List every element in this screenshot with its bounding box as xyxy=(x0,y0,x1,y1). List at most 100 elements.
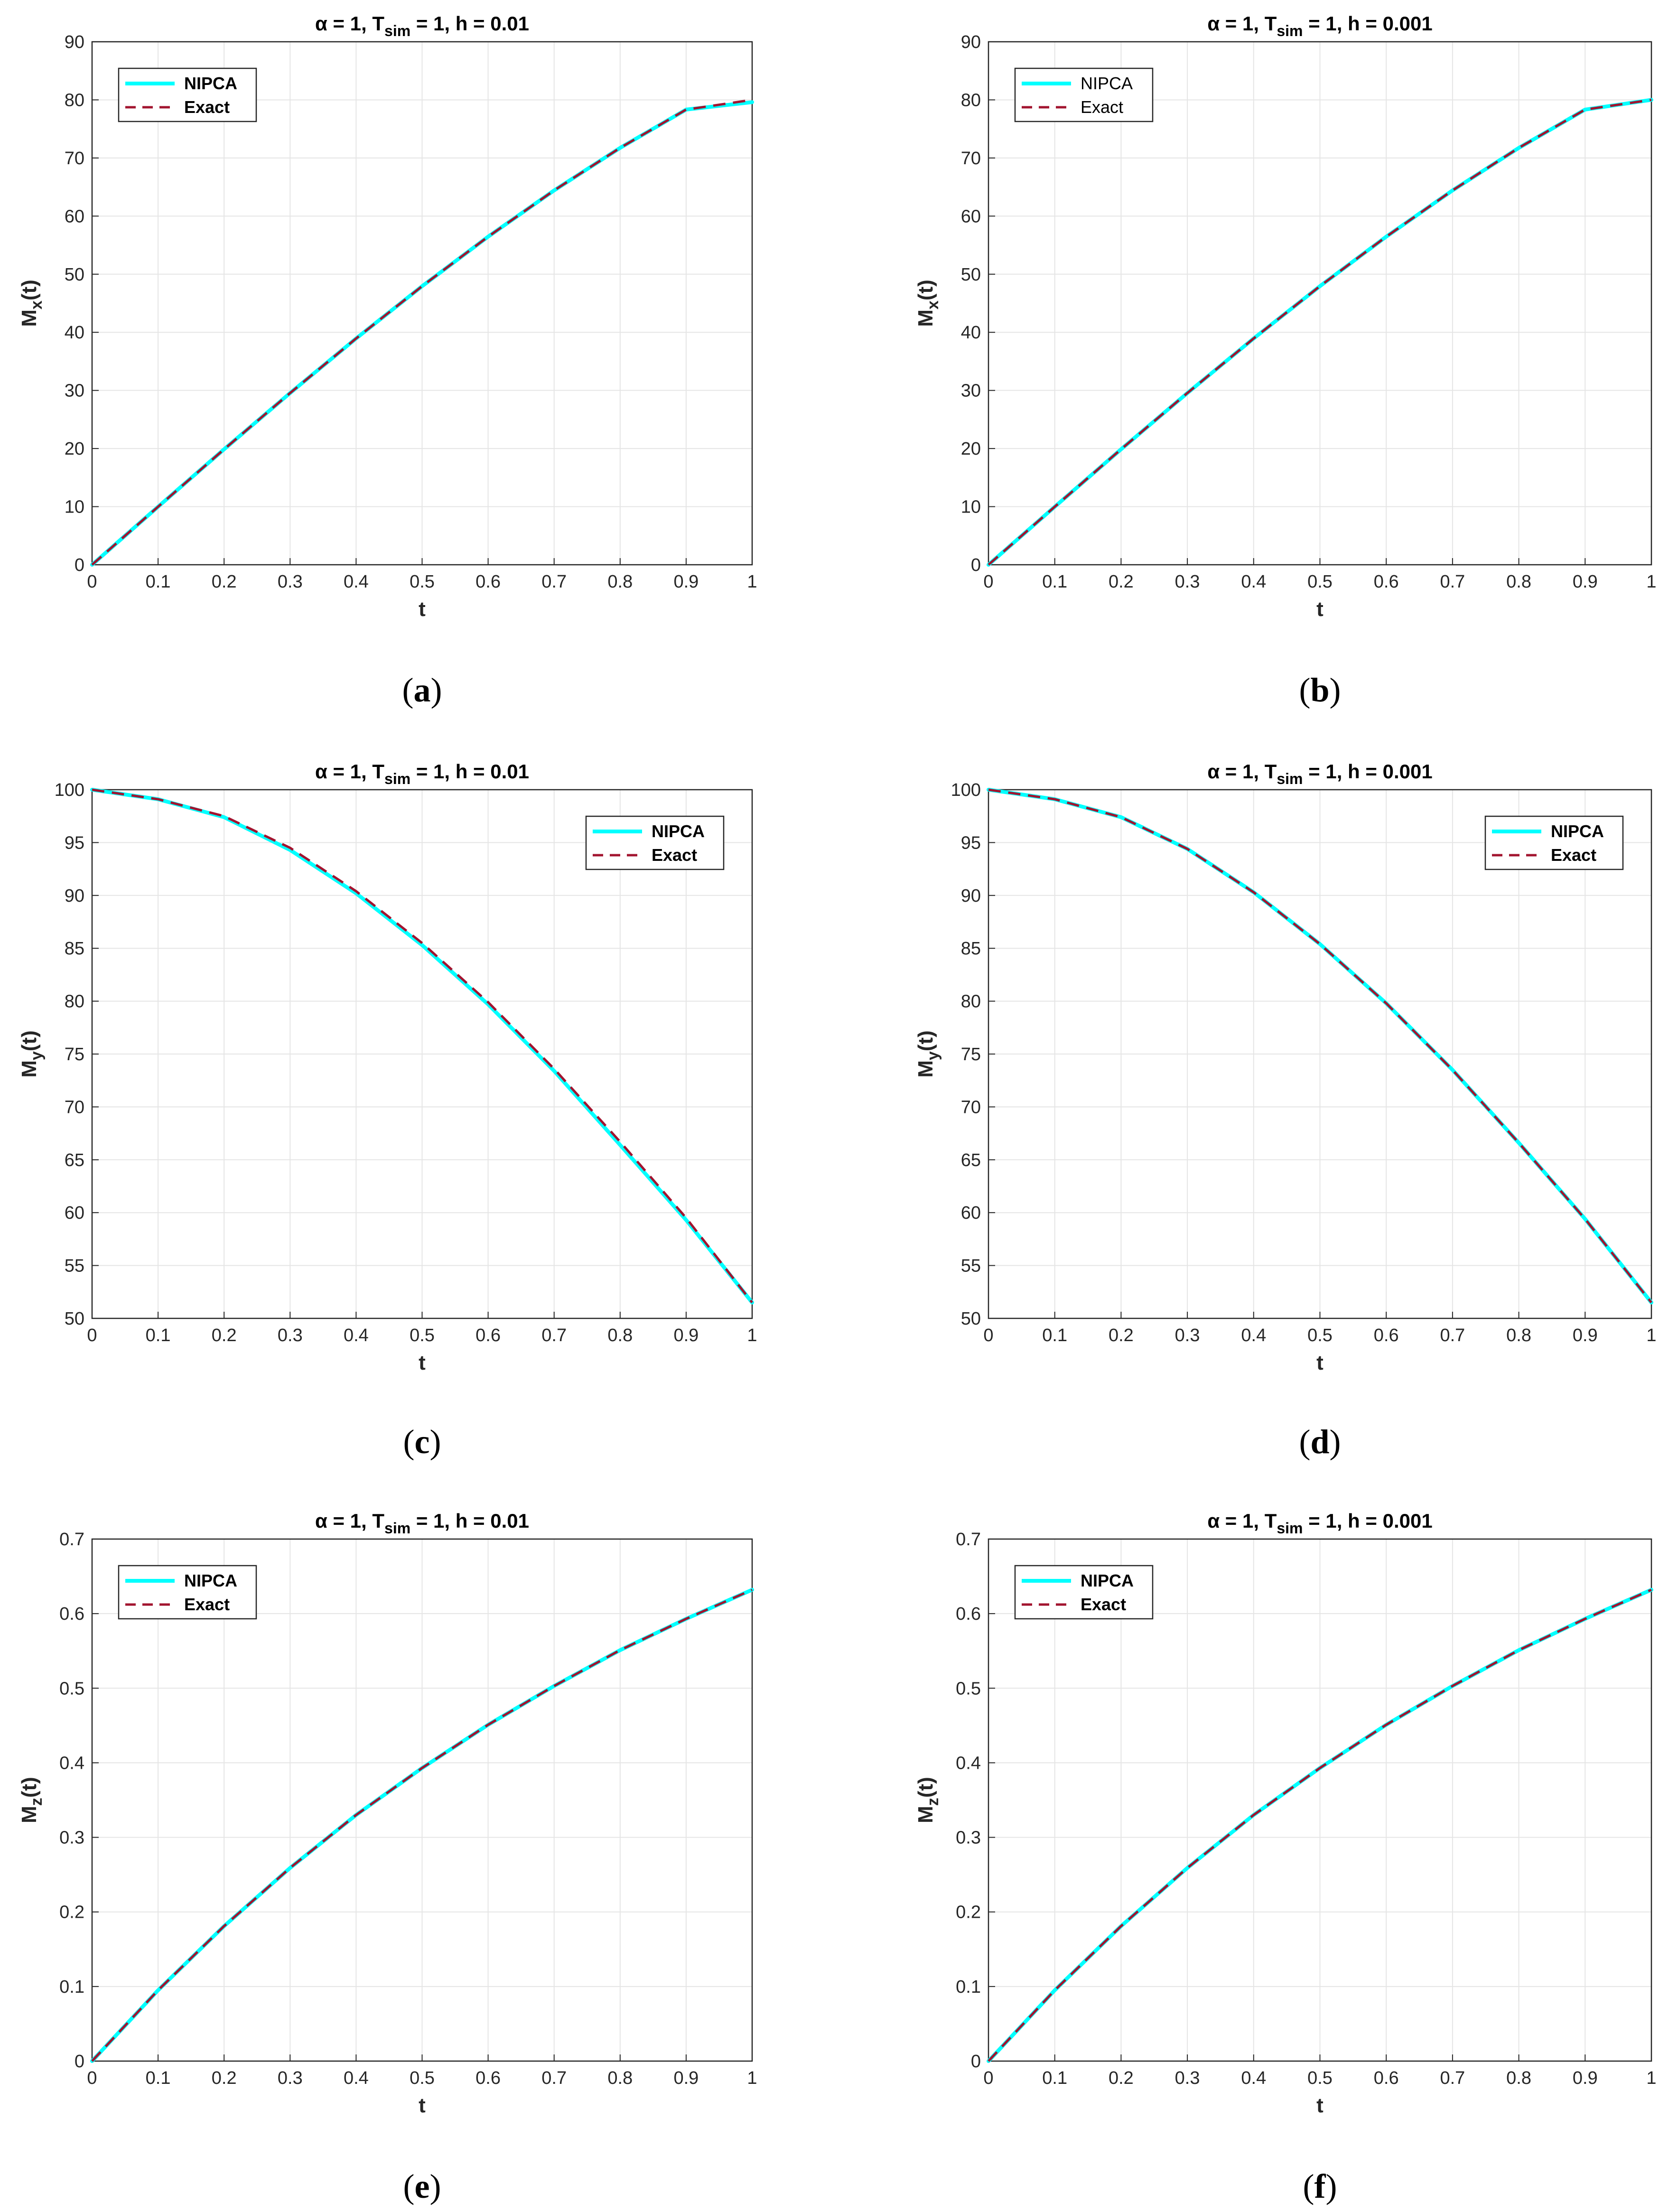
x-tick-label: 0 xyxy=(87,1325,97,1345)
legend-box xyxy=(118,67,257,122)
x-tick-label: 1 xyxy=(747,572,757,592)
x-tick-label: 0.4 xyxy=(1241,2068,1266,2088)
x-tick-label: 0.6 xyxy=(475,572,501,592)
x-tick-label: 0.5 xyxy=(410,572,435,592)
x-tick-label: 0.8 xyxy=(1506,1325,1531,1345)
y-tick-label: 75 xyxy=(961,1045,981,1064)
x-axis-label: t xyxy=(1316,2094,1323,2117)
x-tick-label: 0.4 xyxy=(1241,572,1266,592)
x-tick-label: 0.1 xyxy=(146,1325,171,1345)
legend: NIPCA Exact xyxy=(1014,1565,1154,1620)
x-tick-label: 1 xyxy=(1646,572,1656,592)
y-tick-label: 80 xyxy=(961,90,981,110)
y-tick-label: 0 xyxy=(971,555,981,575)
y-tick-label: 0.4 xyxy=(59,1753,84,1773)
y-tick-label: 0.2 xyxy=(956,1903,981,1923)
y-tick-label: 0.5 xyxy=(956,1679,981,1699)
y-tick-label: 0.6 xyxy=(956,1604,981,1624)
y-tick-label: 50 xyxy=(961,265,981,285)
series-line-exact xyxy=(91,1588,753,2062)
y-tick-label: 0.6 xyxy=(59,1604,84,1624)
x-tick-label: 0.5 xyxy=(1307,1325,1333,1345)
x-tick-label: 0.7 xyxy=(1440,1325,1465,1345)
y-axis-label: Mz(t) xyxy=(914,1777,942,1823)
x-tick-label: 0.3 xyxy=(278,572,303,592)
y-tick-label: 60 xyxy=(961,1203,981,1223)
y-tick-label: 0.3 xyxy=(59,1828,84,1848)
x-axis-label: t xyxy=(419,1351,426,1374)
x-tick-label: 0.1 xyxy=(1042,1325,1067,1345)
x-axis-label: t xyxy=(1316,597,1323,621)
chart-title: α = 1, Tsim = 1, h = 0.001 xyxy=(1207,12,1432,39)
x-tick-label: 0.2 xyxy=(1109,572,1134,592)
legend-entry-exact: Exact xyxy=(184,97,230,117)
y-tick-label: 85 xyxy=(961,939,981,959)
y-tick-label: 55 xyxy=(65,1256,84,1276)
x-tick-label: 0.7 xyxy=(541,572,567,592)
y-tick-label: 10 xyxy=(65,497,84,517)
x-tick-label: 0.1 xyxy=(146,2068,171,2088)
chart-title: α = 1, Tsim = 1, h = 0.01 xyxy=(315,760,529,787)
x-tick-label: 0.6 xyxy=(475,2068,501,2088)
series-line-exact xyxy=(988,788,1652,1304)
panel-c: 0 0.1 0.2 0.3 0.4 0.5 0.6 0.7 0.8 0.9 1 50 55 60 65 70 7… xyxy=(18,760,757,1461)
y-tick-label: 40 xyxy=(65,323,84,343)
y-tick-label: 65 xyxy=(65,1150,84,1170)
x-tick-label: 1 xyxy=(1646,2068,1656,2088)
legend-entry-nipca: NIPCA xyxy=(184,1571,237,1590)
x-tick-label: 0 xyxy=(87,572,97,592)
y-tick-label: 80 xyxy=(961,992,981,1012)
y-axis-label: Mx(t) xyxy=(18,280,46,327)
legend-entry-exact: Exact xyxy=(1551,845,1596,865)
legend-box xyxy=(1014,67,1154,122)
y-tick-label: 40 xyxy=(961,323,981,343)
legend-entry-nipca: NIPCA xyxy=(1551,821,1604,841)
panel-e: 0 0.1 0.2 0.3 0.4 0.5 0.6 0.7 0.8 0.9 1 0 0.1 0.2 0.3 0… xyxy=(18,1510,757,2205)
y-tick-label: 0.1 xyxy=(956,1977,981,1997)
y-axis-label: My(t) xyxy=(18,1030,46,1078)
y-tick-label: 80 xyxy=(65,992,84,1012)
y-tick-label: 70 xyxy=(65,1097,84,1117)
panel-caption: (c) xyxy=(403,1423,441,1461)
x-tick-label: 0.9 xyxy=(673,1325,699,1345)
y-tick-label: 75 xyxy=(65,1045,84,1064)
y-tick-label: 0.2 xyxy=(59,1903,84,1923)
x-tick-label: 0.2 xyxy=(1109,2068,1134,2088)
y-tick-label: 60 xyxy=(961,206,981,226)
y-axis-label: Mx(t) xyxy=(914,280,942,327)
x-tick-label: 0.6 xyxy=(1374,572,1399,592)
x-tick-label: 0.3 xyxy=(1175,572,1200,592)
x-axis-label: t xyxy=(419,597,426,621)
y-tick-label: 50 xyxy=(65,265,84,285)
x-tick-label: 0.9 xyxy=(673,572,699,592)
panel-caption: (d) xyxy=(1299,1423,1341,1461)
panel-d: 0 0.1 0.2 0.3 0.4 0.5 0.6 0.7 0.8 0.9 1 50 55 60 65 70 7… xyxy=(914,760,1657,1461)
series-line-exact xyxy=(988,1588,1652,2062)
legend: NIPCA Exact xyxy=(585,815,725,870)
y-tick-label: 95 xyxy=(961,833,981,853)
x-tick-label: 0.3 xyxy=(278,1325,303,1345)
y-tick-label: 0.1 xyxy=(59,1977,84,1997)
x-tick-label: 0.4 xyxy=(344,572,369,592)
legend-box xyxy=(118,1565,257,1620)
x-tick-label: 0.2 xyxy=(212,572,237,592)
y-tick-label: 90 xyxy=(961,886,981,906)
y-tick-label: 0.7 xyxy=(956,1530,981,1549)
axes-frame xyxy=(988,41,1652,566)
panel-caption: (a) xyxy=(402,671,442,709)
y-tick-label: 55 xyxy=(961,1256,981,1276)
panel-caption: (f) xyxy=(1303,2167,1337,2205)
panel-f: 0 0.1 0.2 0.3 0.4 0.5 0.6 0.7 0.8 0.9 1 0 0.1 0.2 0.3 0… xyxy=(914,1510,1657,2205)
x-tick-label: 0.5 xyxy=(410,2068,435,2088)
y-tick-label: 70 xyxy=(961,149,981,168)
y-tick-label: 20 xyxy=(65,439,84,459)
y-tick-label: 80 xyxy=(65,90,84,110)
panel-b: 0 0.1 0.2 0.3 0.4 0.5 0.6 0.7 0.8 0.9 101020304050… xyxy=(914,12,1657,709)
y-tick-label: 70 xyxy=(961,1097,981,1117)
x-tick-label: 1 xyxy=(747,1325,757,1345)
legend: NIPCA Exact xyxy=(1484,815,1624,870)
y-tick-label: 60 xyxy=(65,1203,84,1223)
y-tick-label: 0.7 xyxy=(59,1530,84,1549)
legend-entry-nipca: NIPCA xyxy=(652,821,705,841)
x-tick-label: 0.6 xyxy=(1374,1325,1399,1345)
